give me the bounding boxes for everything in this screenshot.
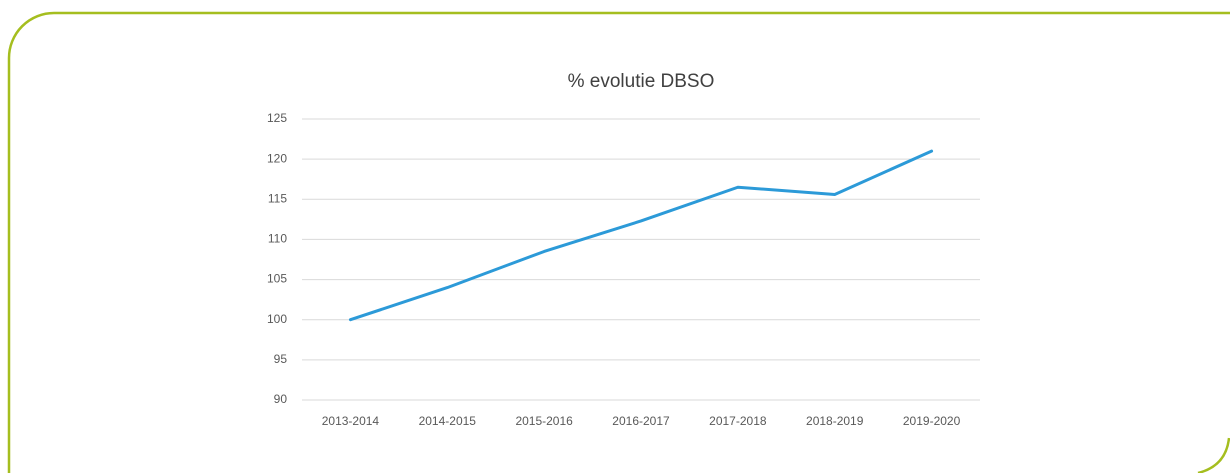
frame-corner bbox=[1197, 437, 1230, 473]
y-tick-label: 115 bbox=[268, 191, 287, 205]
x-tick-label: 2015-2016 bbox=[515, 414, 573, 428]
y-tick-label: 90 bbox=[274, 392, 288, 406]
y-tick-label: 110 bbox=[268, 232, 287, 246]
y-tick-label: 95 bbox=[274, 352, 288, 366]
y-tick-label: 120 bbox=[267, 151, 287, 165]
x-tick-label: 2016-2017 bbox=[612, 414, 670, 428]
y-tick-label: 105 bbox=[267, 272, 287, 286]
x-tick-label: 2019-2020 bbox=[903, 414, 961, 428]
chart-title: % evolutie DBSO bbox=[568, 71, 715, 92]
x-tick-label: 2013-2014 bbox=[322, 414, 380, 428]
data-line bbox=[348, 149, 934, 322]
y-tick-label: 100 bbox=[267, 312, 287, 326]
x-tick-label: 2014-2015 bbox=[419, 414, 477, 428]
x-tick-label: 2018-2019 bbox=[806, 414, 864, 428]
x-tick-label: 2017-2018 bbox=[709, 414, 767, 428]
y-tick-label: 125 bbox=[267, 111, 287, 125]
frame-border bbox=[7, 11, 1230, 473]
